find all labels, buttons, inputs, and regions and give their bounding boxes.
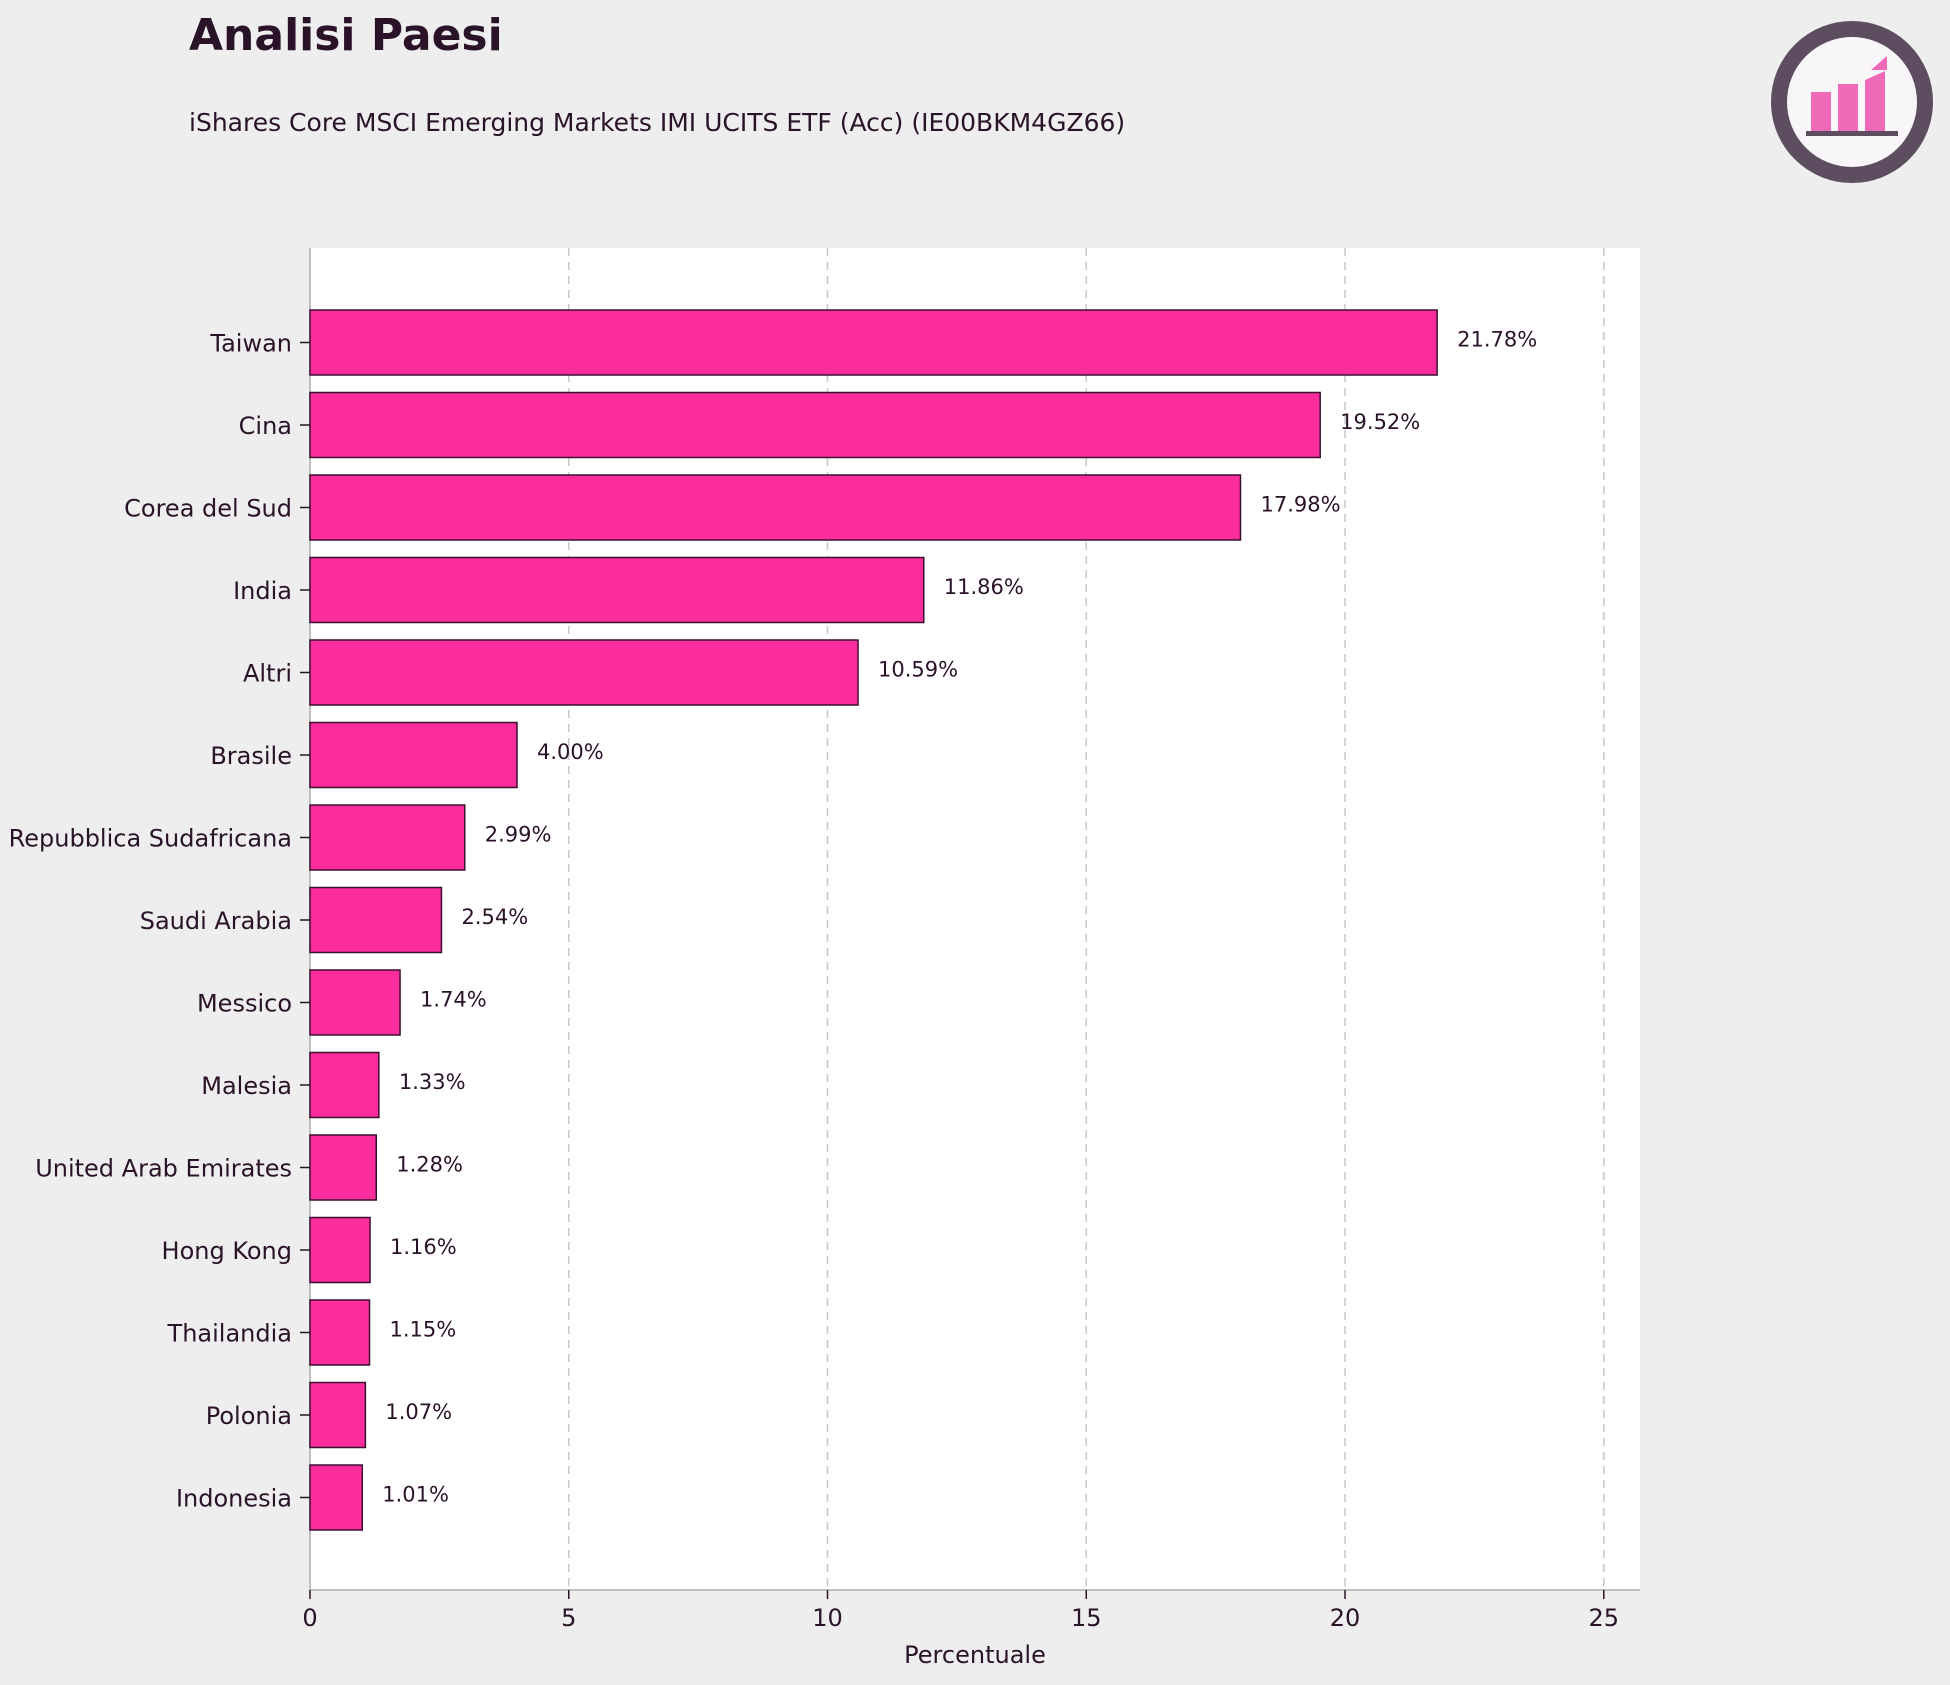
bar [309,391,1321,459]
y-tick-label: Brasile [210,742,292,770]
y-tick-label: Taiwan [209,330,292,358]
bar [309,1464,364,1531]
page-title: Analisi Paesi [189,10,503,61]
x-tick-label: 15 [1071,1604,1102,1632]
y-tick-label: Saudi Arabia [140,907,292,935]
x-tick-label: 5 [561,1604,576,1632]
data-label: 1.07% [385,1400,452,1424]
data-label: 1.01% [382,1483,449,1507]
y-tick-label: Messico [197,990,292,1018]
y-tick-label: United Arab Emirates [35,1155,292,1183]
x-tick-label: 10 [812,1604,843,1632]
bar [309,969,401,1036]
data-label: 2.99% [485,823,552,847]
y-tick-label: Indonesia [176,1485,292,1513]
y-tick-label: Altri [243,660,292,688]
x-tick-label: 0 [302,1604,317,1632]
y-tick-label: Repubblica Sudafricana [9,825,292,853]
data-label: 21.78% [1457,328,1537,352]
y-tick-label: Polonia [206,1402,292,1430]
bar [309,886,443,954]
y-tick-label: India [233,577,292,605]
data-label: 1.15% [390,1318,457,1342]
data-label: 10.59% [878,658,958,682]
data-label: 1.74% [420,988,487,1012]
bar [309,309,1438,376]
y-tick-label: Malesia [201,1072,292,1100]
bar [309,1051,380,1119]
data-label: 2.54% [461,905,528,929]
plot-area [310,248,1640,1590]
bar [309,1381,367,1449]
bar [309,804,466,871]
data-label: 4.00% [537,740,604,764]
bar [309,639,859,706]
y-tick-label: Corea del Sud [124,495,292,523]
bar [309,1216,371,1284]
data-label: 11.86% [944,575,1024,599]
data-label: 17.98% [1260,493,1340,517]
bar [309,1134,377,1201]
bar [309,1299,371,1366]
bar-chart-logo-icon [1771,21,1933,183]
y-tick-label: Cina [239,412,292,440]
x-tick-label: 25 [1589,1604,1620,1632]
y-tick-label: Hong Kong [162,1237,292,1265]
x-tick-label: 20 [1330,1604,1361,1632]
data-label: 1.33% [399,1070,466,1094]
data-label: 1.28% [396,1153,463,1177]
bar [309,474,1242,541]
y-tick-label: Thailandia [167,1320,292,1348]
data-label: 1.16% [390,1235,457,1259]
x-axis-title: Percentuale [904,1641,1046,1669]
page-subtitle: iShares Core MSCI Emerging Markets IMI U… [189,108,1126,137]
bar [309,721,518,789]
data-label: 19.52% [1340,410,1420,434]
bar [309,556,925,624]
